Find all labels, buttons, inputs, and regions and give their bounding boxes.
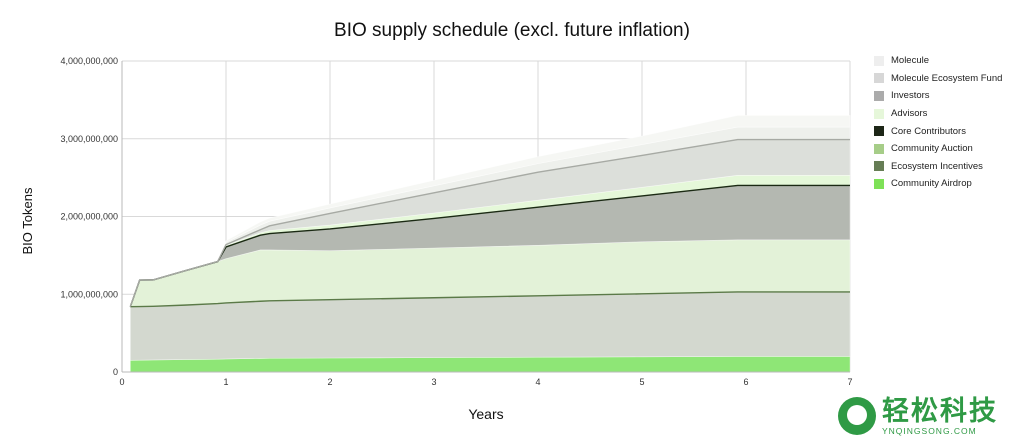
y-tick-label: 4,000,000,000 (60, 56, 118, 66)
y-axis-label: BIO Tokens (20, 187, 35, 254)
legend-swatch (874, 90, 884, 101)
legend-swatch (874, 108, 884, 119)
x-tick-label: 5 (639, 377, 644, 387)
legend-item: Molecule (874, 52, 1002, 70)
chart-title: BIO supply schedule (excl. future inflat… (334, 20, 690, 41)
stacked-areas (129, 115, 851, 373)
x-tick-label: 2 (327, 377, 332, 387)
legend-label: Ecosystem Incentives (891, 160, 983, 172)
legend-label: Community Auction (891, 143, 973, 155)
y-tick-label: 3,000,000,000 (60, 134, 118, 144)
watermark-logo-icon (838, 397, 876, 435)
x-tick-label: 1 (223, 377, 228, 387)
watermark: 轻松科技 YNQINGSONG.COM (838, 396, 998, 436)
y-tick-label: 0 (113, 367, 118, 377)
series-boundary-lines (129, 138, 850, 308)
x-tick-label: 0 (119, 377, 124, 387)
legend-label: Core Contributors (891, 125, 966, 137)
legend-swatch (874, 178, 884, 189)
legend-label: Investors (891, 90, 930, 102)
line-investors (129, 138, 850, 307)
legend-item: Core Contributors (874, 122, 1002, 140)
legend-swatch (874, 126, 884, 137)
legend-swatch (874, 143, 884, 154)
legend-label: Advisors (891, 108, 928, 120)
y-tick-label: 1,000,000,000 (60, 289, 118, 299)
chart-legend: Molecule Molecule Ecosystem Fund Investors… (874, 52, 1002, 193)
x-tick-label: 7 (847, 377, 852, 387)
x-tick-label: 3 (431, 377, 436, 387)
legend-label: Molecule (891, 55, 930, 67)
line-ecosystem-incentives (130, 291, 850, 308)
legend-item: Community Airdrop (874, 175, 1002, 193)
legend-item: Investors (874, 87, 1002, 105)
legend-label: Community Airdrop (891, 178, 972, 190)
x-tick-label: 4 (535, 377, 540, 387)
legend-item: Molecule Ecosystem Fund (874, 70, 1002, 88)
legend-item: Community Auction (874, 140, 1002, 158)
legend-label: Molecule Ecosystem Fund (891, 72, 1003, 84)
legend-item: Advisors (874, 105, 1002, 123)
watermark-url: YNQINGSONG.COM (882, 426, 977, 436)
legend-swatch (874, 55, 884, 66)
y-tick-label: 2,000,000,000 (60, 212, 118, 222)
watermark-title: 轻松科技 (882, 396, 998, 426)
x-tick-label: 6 (743, 377, 748, 387)
x-axis-label: Years (468, 406, 503, 422)
legend-swatch (874, 161, 884, 172)
legend-item: Ecosystem Incentives (874, 158, 1002, 176)
legend-swatch (874, 73, 884, 84)
axes: 0 1 2 3 4 5 6 7 0 1,000,000,000 2,000,000,000 3,000… (60, 56, 852, 387)
